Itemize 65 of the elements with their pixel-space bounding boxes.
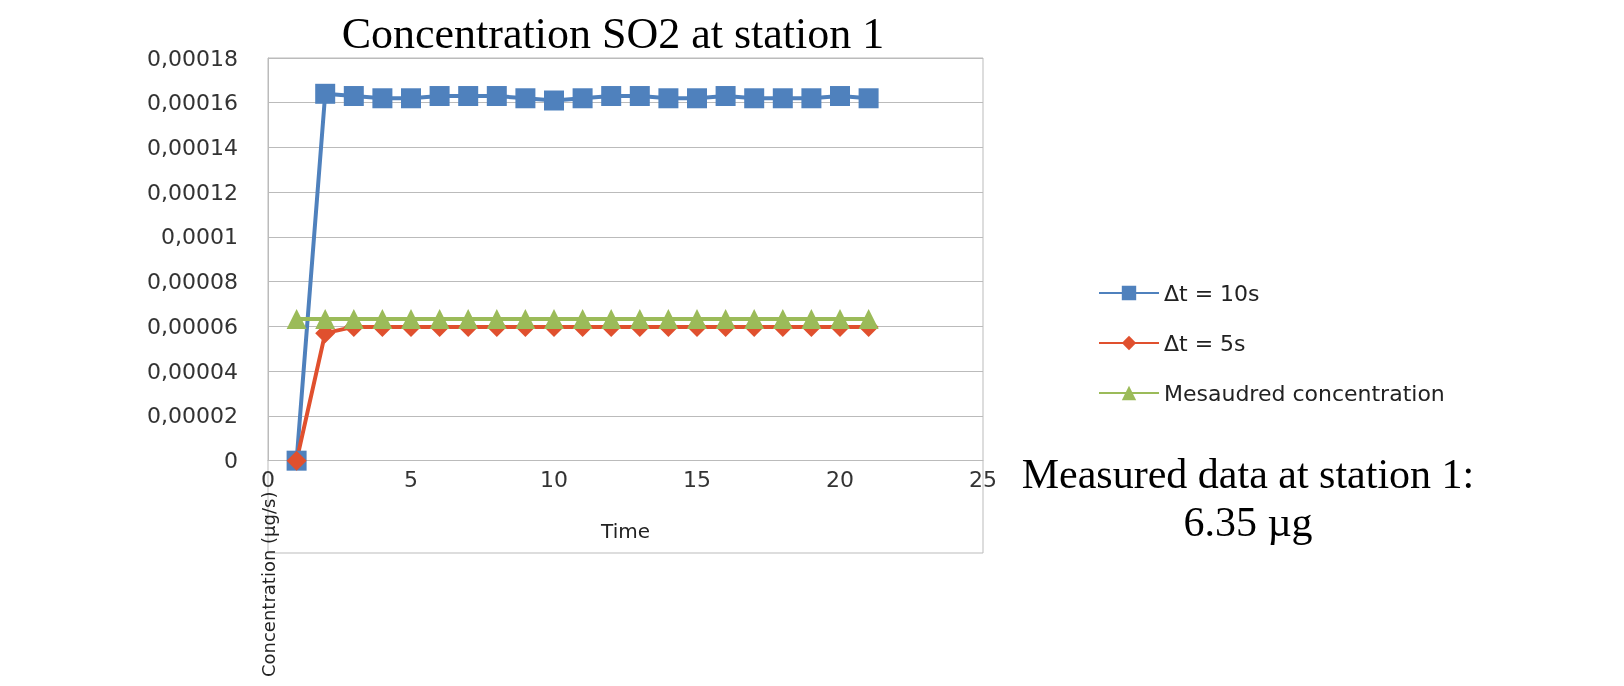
y-tick-label: 0,00016: [147, 90, 238, 116]
point: [401, 309, 421, 330]
point: [658, 88, 679, 109]
point: [429, 309, 450, 330]
y-tick-label: 0,00018: [147, 45, 238, 71]
legend-label: Δt = 5s: [1164, 330, 1246, 356]
point: [601, 86, 622, 107]
chart-title: Concentration SO2 at station 1: [341, 8, 885, 58]
point: [687, 88, 707, 109]
point: [830, 309, 850, 330]
x-tick-label: 10: [540, 467, 568, 493]
y-tick-label: 0,00002: [147, 403, 238, 429]
point: [772, 309, 793, 330]
legend-label: Mesaudred concentration: [1164, 380, 1445, 406]
text: Measured data at station 1:: [1021, 451, 1475, 497]
y-tick-label: 0,0001: [161, 224, 238, 250]
point: [801, 309, 822, 330]
point: [372, 88, 393, 109]
point: [429, 86, 450, 107]
x-axis-title: Time: [600, 518, 650, 543]
point: [458, 309, 479, 330]
y-tick-label: 0,00004: [147, 358, 238, 384]
y-tick-label: 0,00006: [147, 313, 238, 339]
point: [830, 86, 850, 107]
point: [515, 309, 536, 330]
point: [629, 309, 650, 330]
point: [372, 309, 393, 330]
point: [572, 309, 593, 330]
point: [458, 86, 479, 107]
point: [486, 309, 507, 330]
point: [286, 309, 307, 330]
x-tick-label: 5: [404, 467, 418, 493]
point: [744, 88, 765, 109]
y-tick-label: 0,00012: [147, 179, 238, 205]
point: [658, 309, 679, 330]
point: [801, 88, 822, 109]
point: [858, 309, 879, 330]
point: [401, 88, 421, 109]
point: [544, 309, 564, 330]
point: [858, 88, 879, 109]
point: [315, 83, 336, 104]
point: [629, 86, 650, 107]
point: [544, 90, 564, 111]
point: [601, 309, 622, 330]
y-tick-label: 0: [224, 448, 238, 474]
point: [772, 88, 793, 109]
legend-label: Δt = 10s: [1164, 280, 1260, 306]
y-tick-label: 0,00008: [147, 269, 238, 295]
x-tick-label: 25: [969, 467, 997, 493]
point: [515, 88, 536, 109]
point: [687, 309, 707, 330]
point: [343, 86, 364, 107]
x-tick-label: 15: [683, 467, 711, 493]
point: [744, 309, 765, 330]
point: [715, 309, 736, 330]
point: [315, 309, 336, 330]
y-axis-title: Concentration (µg/s): [257, 491, 279, 678]
text: 6.35 µg: [1183, 499, 1313, 545]
point: [486, 86, 507, 107]
point: [715, 86, 736, 107]
point: [343, 309, 364, 330]
y-tick-label: 0,00014: [147, 134, 238, 160]
x-tick-label: 0: [261, 467, 275, 493]
point: [572, 88, 593, 109]
x-tick-label: 20: [826, 467, 854, 493]
